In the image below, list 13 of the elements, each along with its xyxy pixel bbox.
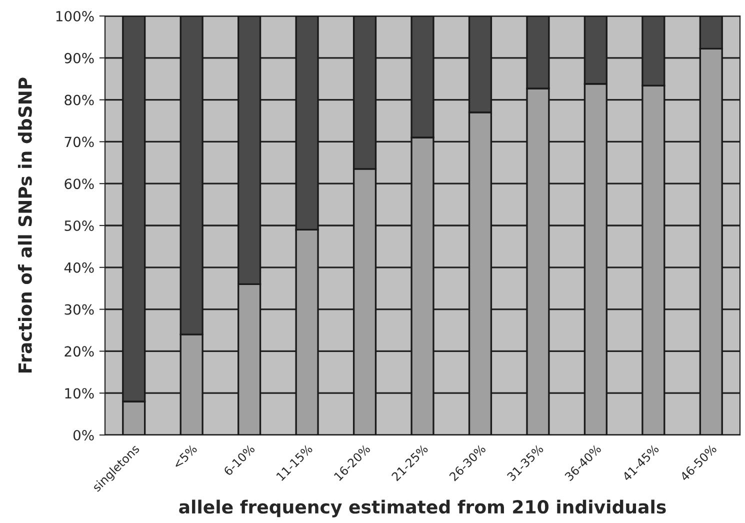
y-axis-title: Fraction of all SNPs in dbSNP: [18, 78, 32, 372]
y-tick-label: 60%: [64, 178, 94, 190]
x-axis-title: allele frequency estimated from 210 individuals: [179, 500, 666, 518]
y-tick-label: 30%: [64, 304, 94, 315]
y-tick-label: 80%: [64, 94, 94, 106]
y-tick-label: 20%: [64, 346, 94, 357]
y-tick-label: 10%: [65, 388, 94, 399]
y-tick-label: 0%: [73, 430, 94, 440]
y-tick-label: 100%: [56, 10, 94, 22]
y-tick-label: 70%: [64, 136, 94, 148]
y-tick-label: 50%: [64, 220, 94, 231]
y-tick-label: 90%: [64, 52, 94, 64]
y-tick-label: 40%: [64, 262, 94, 273]
